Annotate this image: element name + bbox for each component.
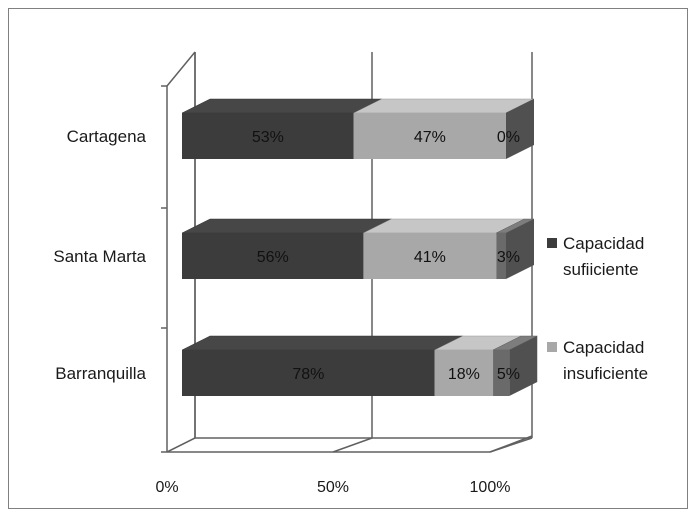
floor-gridline-50 — [332, 437, 373, 453]
legend-swatch-0 — [547, 238, 557, 248]
bar-segment-2-1 — [434, 350, 494, 396]
data-label-0-1: 47% — [414, 129, 446, 146]
data-label-2-0: 78% — [292, 366, 324, 383]
category-label-0: Cartagena — [67, 127, 147, 146]
bar-segment-0-1 — [353, 113, 506, 159]
legend-label-0-1: sufiiciente — [563, 260, 639, 279]
data-label-2-2: 5% — [497, 366, 520, 383]
floor-gridline-100 — [489, 437, 533, 453]
legend-swatch-1 — [547, 342, 557, 352]
data-label-0-2: 0% — [497, 129, 520, 146]
bar-top-2-0 — [181, 335, 463, 351]
bar-top-1-0 — [181, 218, 392, 234]
bar-side-2 — [509, 336, 538, 396]
bar-segment-1-1 — [363, 233, 497, 279]
bar-segment-2-0 — [182, 350, 435, 396]
bar-segment-1-2 — [496, 233, 506, 279]
data-label-1-0: 56% — [257, 249, 289, 266]
bar-segment-1-0 — [182, 233, 364, 279]
category-label-2: Barranquilla — [55, 364, 146, 383]
bar-side-1 — [506, 219, 534, 279]
data-label-0-0: 53% — [252, 129, 284, 146]
x-tick-label-2: 100% — [470, 479, 511, 496]
data-label-1-1: 41% — [414, 249, 446, 266]
bar-segment-2-2 — [493, 350, 510, 396]
bar-side-0 — [506, 99, 534, 159]
bar-top-0-1 — [353, 98, 535, 114]
x-tick-label-1: 50% — [317, 479, 349, 496]
floor-gridline-0 — [166, 437, 196, 453]
bar-segment-0-0 — [182, 113, 354, 159]
data-label-1-2: 3% — [497, 249, 520, 266]
legend-label-1-1: insuficiente — [563, 364, 648, 383]
legend-label-1-0: Capacidad — [563, 338, 644, 357]
category-label-1: Santa Marta — [53, 247, 146, 266]
data-label-2-1: 18% — [448, 366, 480, 383]
legend-label-0-0: Capacidad — [563, 234, 644, 253]
left-wall-top-edge — [166, 51, 196, 87]
x-tick-label-0: 0% — [155, 479, 178, 496]
bar-top-0-0 — [181, 98, 382, 114]
